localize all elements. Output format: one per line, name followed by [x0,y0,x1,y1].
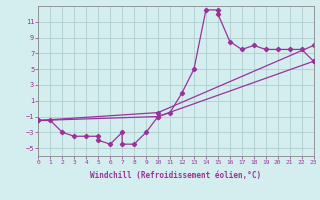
X-axis label: Windchill (Refroidissement éolien,°C): Windchill (Refroidissement éolien,°C) [91,171,261,180]
